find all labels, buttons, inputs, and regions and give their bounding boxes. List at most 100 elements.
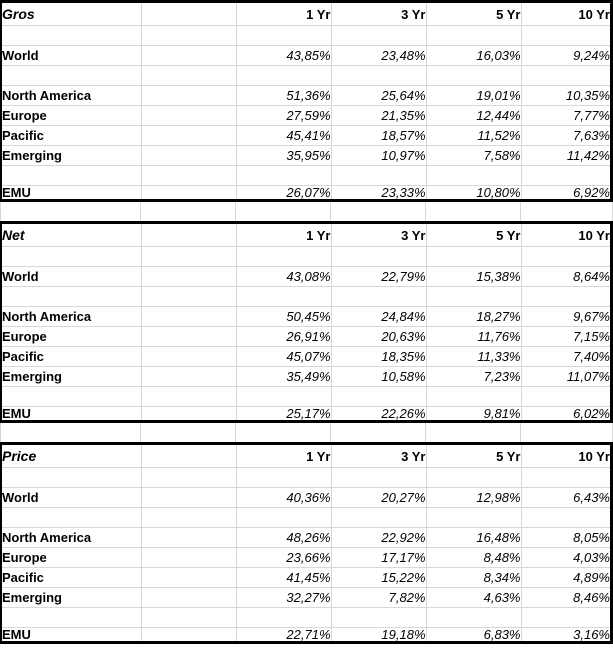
empty-cell[interactable] [425, 165, 522, 186]
return-value-cell[interactable]: 7,77% [520, 105, 612, 126]
return-value-cell[interactable]: 7,40% [520, 346, 612, 367]
return-value-cell[interactable]: 11,76% [425, 326, 522, 347]
return-value-cell[interactable]: 23,48% [330, 45, 427, 66]
region-label-cell[interactable]: Europe [0, 326, 142, 347]
empty-cell[interactable] [140, 567, 237, 588]
empty-cell[interactable] [235, 286, 332, 307]
empty-cell[interactable] [235, 246, 332, 267]
return-value-cell[interactable]: 8,64% [520, 266, 612, 287]
return-value-cell[interactable]: 32,27% [235, 587, 332, 608]
column-header-cell[interactable]: 5 Yr [425, 1, 522, 26]
column-header-cell[interactable]: 10 Yr [520, 443, 612, 468]
empty-cell[interactable] [0, 165, 142, 186]
empty-cell[interactable] [140, 45, 237, 66]
empty-cell[interactable] [330, 423, 426, 442]
empty-cell[interactable] [140, 527, 237, 548]
return-value-cell[interactable]: 18,35% [330, 346, 427, 367]
empty-cell[interactable] [0, 607, 142, 628]
empty-cell[interactable] [425, 386, 522, 407]
empty-cell[interactable] [425, 65, 522, 86]
column-header-cell[interactable]: 10 Yr [520, 222, 612, 247]
return-value-cell[interactable]: 10,35% [520, 85, 612, 106]
empty-cell[interactable] [425, 286, 522, 307]
empty-cell[interactable] [425, 246, 522, 267]
empty-cell[interactable] [140, 507, 237, 528]
empty-cell[interactable] [140, 65, 237, 86]
empty-cell[interactable] [140, 326, 237, 347]
return-value-cell[interactable]: 11,52% [425, 125, 522, 146]
empty-cell[interactable] [235, 607, 332, 628]
return-value-cell[interactable]: 7,23% [425, 366, 522, 387]
empty-cell[interactable] [235, 386, 332, 407]
return-value-cell[interactable]: 11,07% [520, 366, 612, 387]
empty-cell[interactable] [425, 25, 522, 46]
empty-cell[interactable] [140, 25, 237, 46]
return-value-cell[interactable]: 15,38% [425, 266, 522, 287]
empty-cell[interactable] [140, 105, 237, 126]
region-label-cell[interactable]: Emerging [0, 145, 142, 166]
return-value-cell[interactable]: 4,63% [425, 587, 522, 608]
empty-cell[interactable] [330, 65, 427, 86]
empty-cell[interactable] [330, 507, 427, 528]
region-label-cell[interactable]: Europe [0, 105, 142, 126]
empty-cell[interactable] [140, 306, 237, 327]
empty-cell[interactable] [520, 246, 612, 267]
return-value-cell[interactable]: 20,27% [330, 487, 427, 508]
return-value-cell[interactable]: 22,26% [330, 406, 427, 422]
empty-cell[interactable] [0, 65, 142, 86]
return-value-cell[interactable]: 3,16% [520, 627, 612, 643]
return-value-cell[interactable]: 25,17% [235, 406, 332, 422]
section-title-cell[interactable]: Price [0, 443, 142, 468]
return-value-cell[interactable]: 9,81% [425, 406, 522, 422]
return-value-cell[interactable]: 43,08% [235, 266, 332, 287]
return-value-cell[interactable]: 10,80% [425, 185, 522, 201]
return-value-cell[interactable]: 40,36% [235, 487, 332, 508]
empty-cell[interactable] [330, 25, 427, 46]
empty-cell[interactable] [330, 386, 427, 407]
empty-cell[interactable] [425, 607, 522, 628]
return-value-cell[interactable]: 8,34% [425, 567, 522, 588]
empty-cell[interactable] [0, 25, 142, 46]
section-title-cell[interactable]: Net [0, 222, 142, 247]
empty-cell[interactable] [140, 185, 237, 201]
region-label-cell[interactable]: World [0, 45, 142, 66]
empty-cell[interactable] [520, 467, 612, 488]
return-value-cell[interactable]: 18,57% [330, 125, 427, 146]
return-value-cell[interactable]: 17,17% [330, 547, 427, 568]
empty-cell[interactable] [520, 202, 613, 221]
return-value-cell[interactable]: 45,41% [235, 125, 332, 146]
return-value-cell[interactable]: 16,03% [425, 45, 522, 66]
empty-cell[interactable] [330, 607, 427, 628]
column-header-cell[interactable]: 1 Yr [235, 443, 332, 468]
region-label-cell[interactable]: North America [0, 85, 142, 106]
empty-cell[interactable] [0, 386, 142, 407]
empty-cell[interactable] [140, 487, 237, 508]
region-label-cell[interactable]: World [0, 266, 142, 287]
return-value-cell[interactable]: 51,36% [235, 85, 332, 106]
return-value-cell[interactable]: 10,58% [330, 366, 427, 387]
region-label-cell[interactable]: EMU [0, 627, 142, 643]
empty-cell[interactable] [520, 165, 612, 186]
return-value-cell[interactable]: 6,83% [425, 627, 522, 643]
return-value-cell[interactable]: 8,05% [520, 527, 612, 548]
region-label-cell[interactable]: World [0, 487, 142, 508]
empty-cell[interactable] [140, 366, 237, 387]
empty-cell[interactable] [140, 386, 237, 407]
empty-cell[interactable] [330, 202, 426, 221]
return-value-cell[interactable]: 23,33% [330, 185, 427, 201]
return-value-cell[interactable]: 19,01% [425, 85, 522, 106]
empty-cell[interactable] [140, 246, 237, 267]
return-value-cell[interactable]: 12,44% [425, 105, 522, 126]
return-value-cell[interactable]: 50,45% [235, 306, 332, 327]
return-value-cell[interactable]: 6,02% [520, 406, 612, 422]
empty-cell[interactable] [0, 286, 142, 307]
empty-cell[interactable] [140, 607, 237, 628]
empty-cell[interactable] [235, 65, 332, 86]
column-header-cell[interactable]: 3 Yr [330, 222, 427, 247]
empty-cell[interactable] [520, 65, 612, 86]
empty-cell[interactable] [330, 286, 427, 307]
empty-cell[interactable] [140, 286, 237, 307]
return-value-cell[interactable]: 8,48% [425, 547, 522, 568]
empty-cell[interactable] [140, 443, 237, 468]
empty-cell[interactable] [330, 467, 427, 488]
